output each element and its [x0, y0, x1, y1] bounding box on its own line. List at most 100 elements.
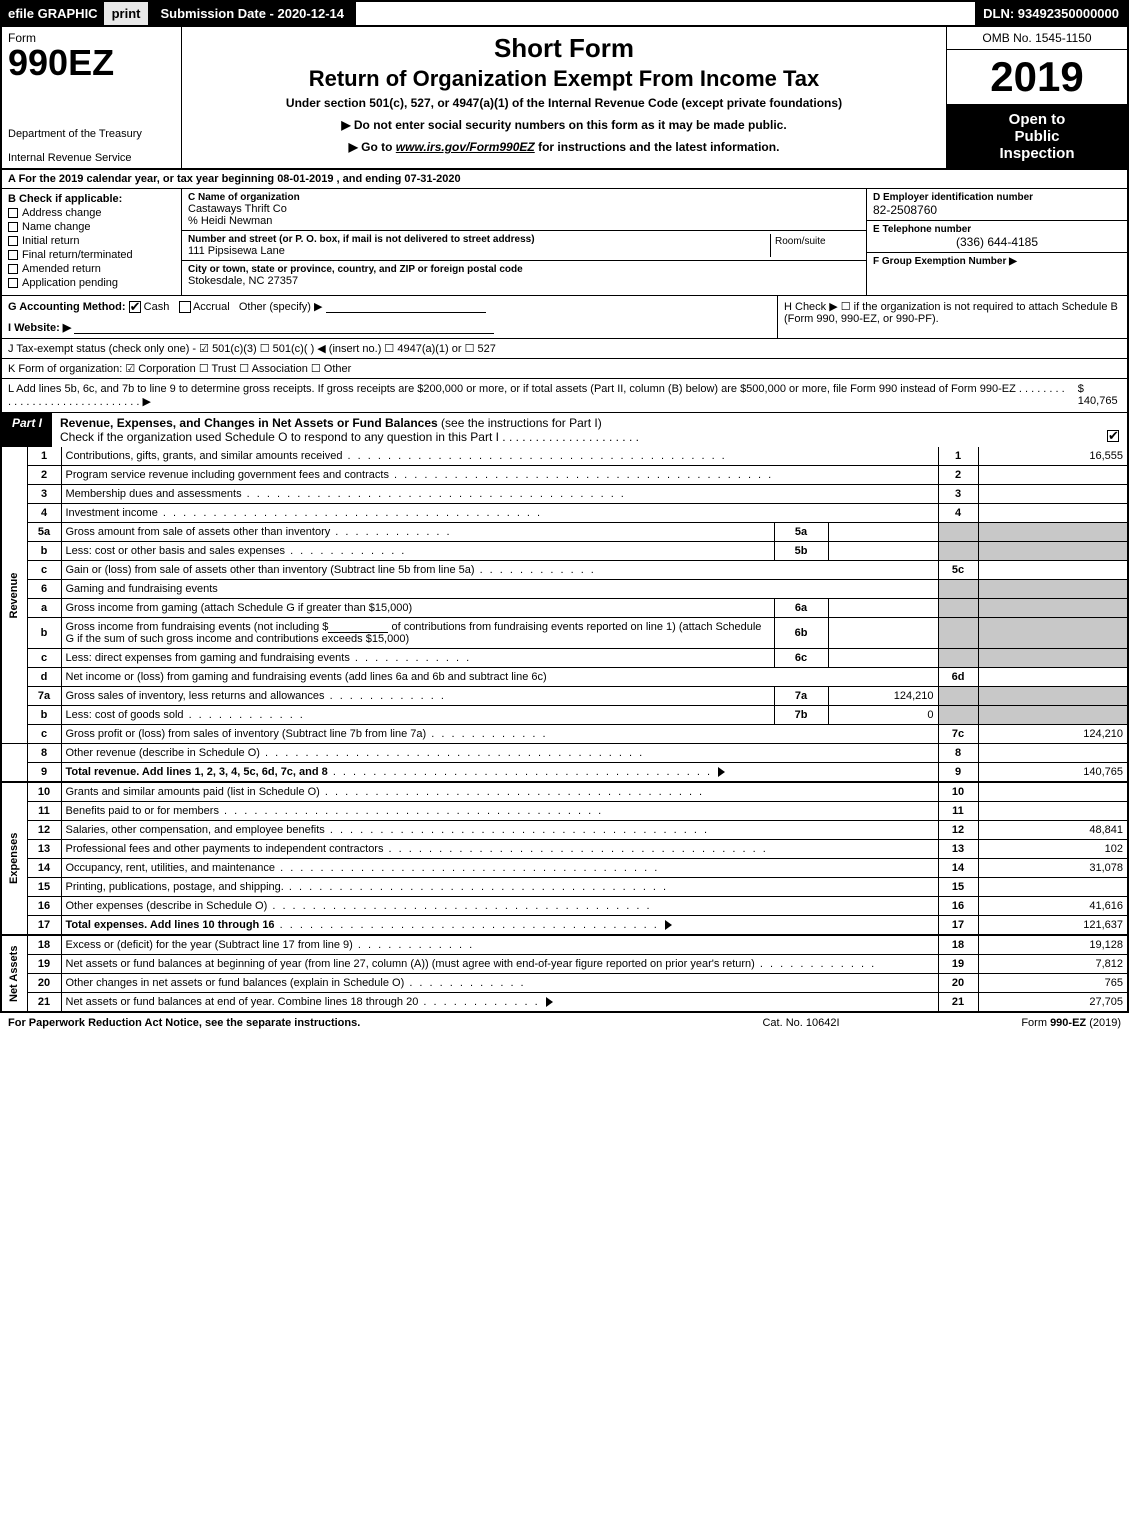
grey-cell [938, 618, 978, 649]
line-no: b [27, 706, 61, 725]
line-num: 1 [938, 447, 978, 466]
grey-cell [938, 706, 978, 725]
dots-icon [350, 652, 471, 664]
line-amt: 19,128 [978, 935, 1128, 955]
dots-icon [426, 728, 547, 740]
dots-icon [353, 939, 474, 951]
col-b-checkboxes: B Check if applicable: Address change Na… [2, 189, 182, 295]
line-amt [978, 668, 1128, 687]
line-desc-text: Other expenses (describe in Schedule O) [66, 900, 268, 912]
line-no: 3 [27, 485, 61, 504]
paperwork-notice: For Paperwork Reduction Act Notice, see … [8, 1017, 681, 1029]
chk-final-return[interactable]: Final return/terminated [8, 249, 175, 261]
line-desc-text: Net assets or fund balances at beginning… [66, 958, 755, 970]
line-amt [978, 466, 1128, 485]
grey-cell [978, 599, 1128, 618]
street-address: 111 Pipsisewa Lane [188, 245, 770, 257]
line-no: 7a [27, 687, 61, 706]
line-amt: 41,616 [978, 897, 1128, 916]
dots-icon [389, 469, 773, 481]
line-amt: 7,812 [978, 955, 1128, 974]
line-desc: Total expenses. Add lines 10 through 16 [61, 916, 938, 936]
chk-address-change[interactable]: Address change [8, 207, 175, 219]
chk-application-pending[interactable]: Application pending [8, 277, 175, 289]
ein-value: 82-2508760 [873, 203, 1121, 217]
website-input[interactable] [74, 322, 494, 334]
line-no: 17 [27, 916, 61, 936]
col-b-title: B Check if applicable: [8, 193, 175, 205]
org-name-block: C Name of organization Castaways Thrift … [182, 189, 866, 231]
chk-cash[interactable] [129, 301, 141, 313]
dots-icon [184, 709, 305, 721]
line-amt: 27,705 [978, 993, 1128, 1013]
grey-cell [978, 706, 1128, 725]
chk-name-change[interactable]: Name change [8, 221, 175, 233]
line-inval [828, 649, 938, 668]
line-num: 4 [938, 504, 978, 523]
line-desc: Printing, publications, postage, and shi… [61, 878, 938, 897]
line-inval: 0 [828, 706, 938, 725]
checkbox-icon [8, 278, 18, 288]
grey-cell [938, 687, 978, 706]
dots-icon [330, 526, 451, 538]
line-num: 14 [938, 859, 978, 878]
line-inbox: 7a [774, 687, 828, 706]
irs-link[interactable]: www.irs.gov/Form990EZ [396, 140, 535, 154]
print-button[interactable]: print [104, 2, 151, 25]
line-desc: Gain or (loss) from sale of assets other… [61, 561, 938, 580]
other-specify-input[interactable] [326, 301, 486, 313]
cat-no: Cat. No. 10642I [681, 1017, 921, 1029]
line-desc: Other expenses (describe in Schedule O) [61, 897, 938, 916]
line-no: 21 [27, 993, 61, 1013]
chk-accrual[interactable] [179, 301, 191, 313]
goto-link-line: ▶ Go to www.irs.gov/Form990EZ for instru… [192, 140, 936, 154]
accounting-method: G Accounting Method: Cash Accrual Other … [2, 296, 777, 338]
line-num: 21 [938, 993, 978, 1013]
line-desc-text: Grants and similar amounts paid (list in… [66, 786, 320, 798]
row-l-gross-receipts: L Add lines 5b, 6c, and 7b to line 9 to … [0, 379, 1129, 413]
part-1-header: Part I Revenue, Expenses, and Changes in… [0, 413, 1129, 447]
line-no: 9 [27, 763, 61, 783]
line-desc: Less: direct expenses from gaming and fu… [61, 649, 774, 668]
chk-initial-return[interactable]: Initial return [8, 235, 175, 247]
line-desc-text: Membership dues and assessments [66, 488, 242, 500]
line-no: c [27, 649, 61, 668]
page-footer: For Paperwork Reduction Act Notice, see … [0, 1013, 1129, 1029]
section-label-expenses: Expenses [1, 782, 27, 935]
grey-cell [978, 618, 1128, 649]
goto-post: for instructions and the latest informat… [535, 140, 780, 154]
row-l-text: L Add lines 5b, 6c, and 7b to line 9 to … [8, 383, 1070, 408]
line-num: 19 [938, 955, 978, 974]
contrib-amount-input[interactable] [328, 621, 388, 633]
line-amt [978, 802, 1128, 821]
line-desc: Investment income [61, 504, 938, 523]
dots-icon [325, 690, 446, 702]
chk-amended-return[interactable]: Amended return [8, 263, 175, 275]
chk-schedule-o[interactable] [1107, 430, 1119, 442]
line-desc: Gross income from fundraising events (no… [61, 618, 774, 649]
tel-value: (336) 644-4185 [873, 235, 1121, 249]
line-inbox: 5a [774, 523, 828, 542]
line-desc-text: Less: cost of goods sold [66, 709, 184, 721]
dots-icon [418, 996, 539, 1008]
line-num: 6d [938, 668, 978, 687]
line-no: 8 [27, 744, 61, 763]
line-desc: Other changes in net assets or fund bala… [61, 974, 938, 993]
section-label-revenue: Revenue [1, 447, 27, 744]
line-num: 5c [938, 561, 978, 580]
line-amt [978, 561, 1128, 580]
chk-label: Final return/terminated [22, 249, 133, 261]
grey-cell [938, 649, 978, 668]
line-inval [828, 542, 938, 561]
part-1-title: Revenue, Expenses, and Changes in Net As… [52, 413, 1127, 447]
addr-label: Number and street (or P. O. box, if mail… [188, 234, 770, 245]
care-of: % Heidi Newman [188, 215, 860, 227]
line-desc-text: Program service revenue including govern… [66, 469, 389, 481]
line-no: 2 [27, 466, 61, 485]
chk-label: Amended return [22, 263, 101, 275]
dots-icon [755, 958, 876, 970]
line-amt: 16,555 [978, 447, 1128, 466]
row-g-h constounting: G Accounting Method: Cash Accrual Other … [0, 296, 1129, 339]
line-inval [828, 618, 938, 649]
group-exemption-block: F Group Exemption Number ▶ [867, 253, 1127, 270]
